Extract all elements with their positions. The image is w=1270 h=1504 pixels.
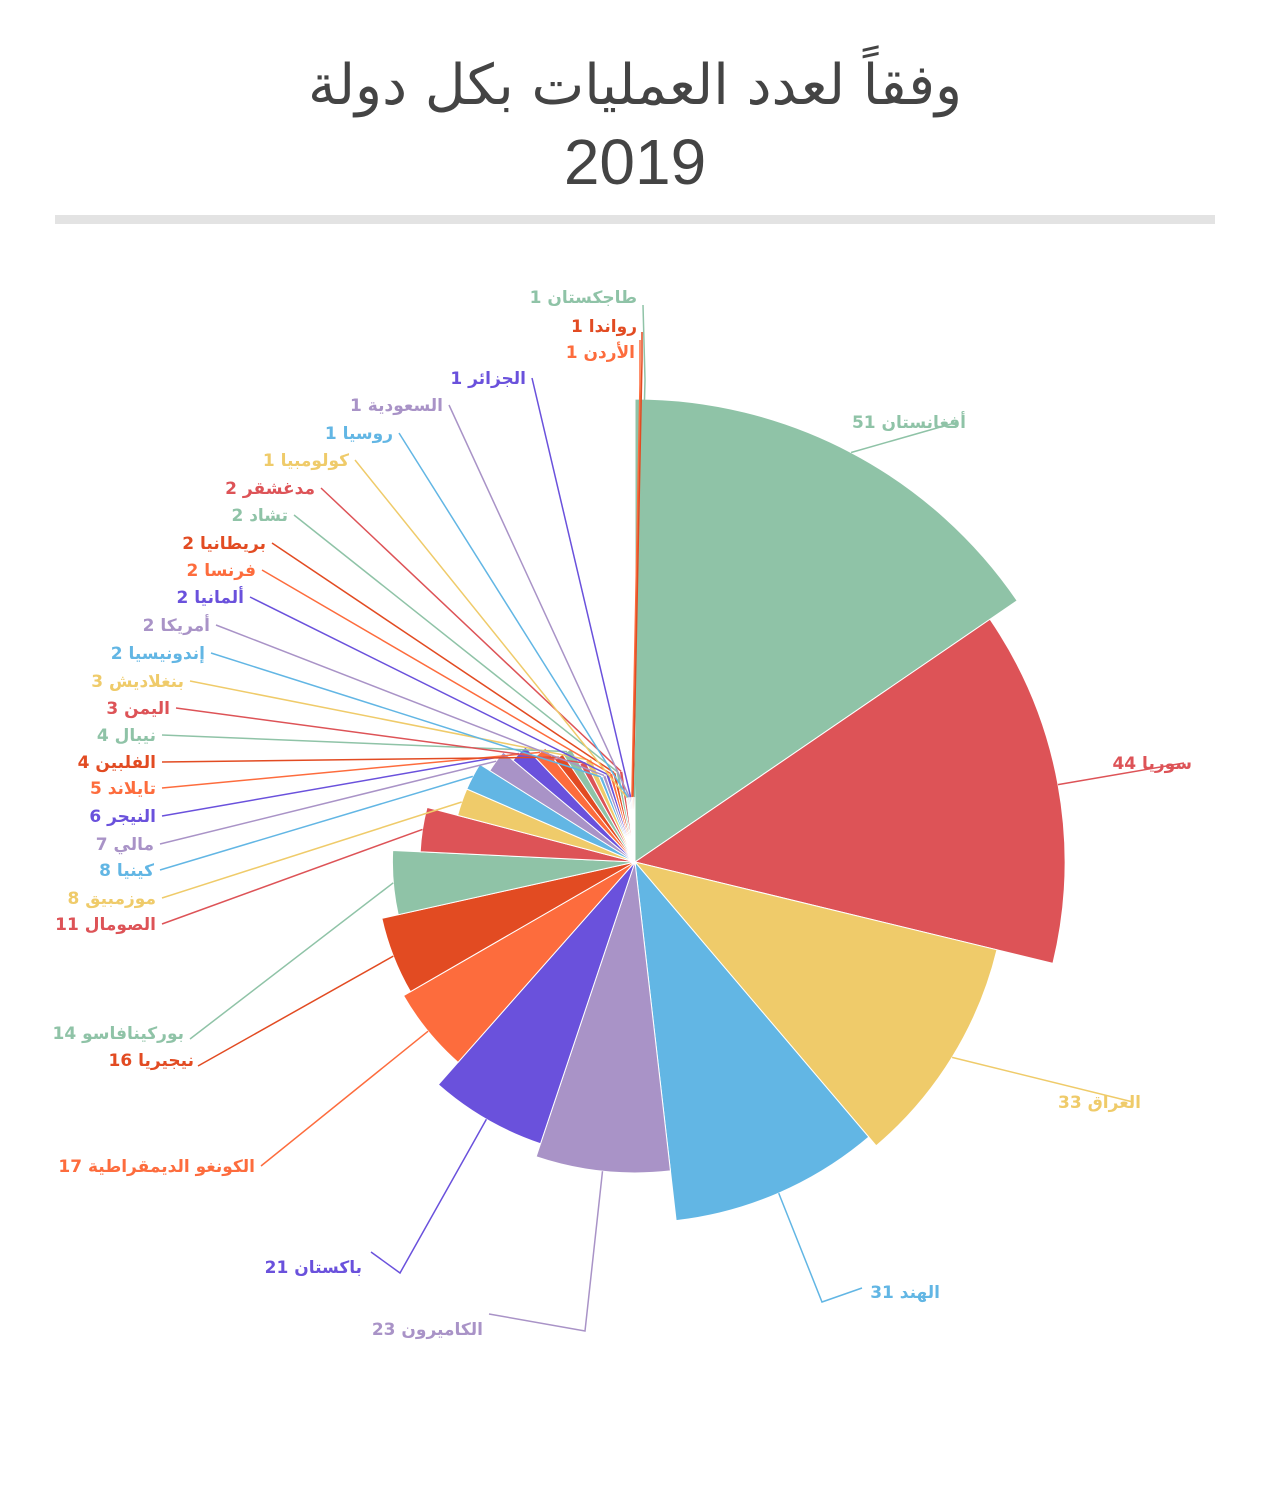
leader-line-somalia — [161, 828, 423, 925]
data-label-syria: سوريا 44 — [1112, 754, 1192, 774]
data-label-madagascar: مدغشقر 2 — [225, 479, 315, 499]
leader-line-russia — [398, 432, 629, 798]
leader-line-congo — [260, 1030, 429, 1167]
data-label-usa: أمريكا 2 — [143, 614, 210, 636]
leader-line-pakistan — [370, 1118, 488, 1275]
data-label-somalia: الصومال 11 — [55, 915, 156, 935]
data-label-france: فرنسا 2 — [186, 561, 256, 581]
data-label-philippines: الفلبين 4 — [78, 753, 156, 773]
slice-burkina-faso — [391, 849, 636, 916]
leader-line-philippines — [161, 756, 559, 763]
data-label-mozambique: موزمبيق 8 — [68, 889, 156, 909]
data-label-thailand: تايلاند 5 — [90, 779, 156, 799]
leader-line-bangladesh — [189, 680, 589, 761]
leader-line-cameroon — [488, 1171, 604, 1332]
leader-line-india — [778, 1192, 863, 1303]
slice-nigeria — [381, 861, 636, 993]
leader-line-tajikistan — [633, 304, 646, 798]
slice-afghanistan — [634, 398, 1018, 863]
leader-line-kenya — [159, 775, 474, 871]
data-label-chad: تشاد 2 — [231, 506, 288, 526]
data-label-congo: الكونغو الديمقراطية 17 — [58, 1157, 255, 1177]
leader-line-nepal — [161, 734, 568, 753]
data-label-algeria: الجزائر 1 — [450, 369, 526, 389]
leader-line-yemen — [175, 707, 583, 764]
data-label-yemen: اليمن 3 — [106, 699, 170, 719]
leader-line-afghanistan — [850, 421, 959, 454]
leader-line-jordan — [631, 340, 641, 798]
slice-syria — [633, 618, 1066, 964]
data-label-india: الهند 31 — [870, 1283, 940, 1303]
leader-line-syria — [1057, 762, 1185, 786]
data-label-germany: ألمانيا 2 — [177, 586, 244, 608]
data-label-cameroon: الكاميرون 23 — [372, 1320, 483, 1340]
leader-line-france — [261, 569, 612, 775]
leader-line-rwanda — [632, 332, 643, 798]
data-label-burkina-faso: بوركينافاسو 14 — [53, 1024, 184, 1044]
leader-line-indonesia — [210, 652, 602, 778]
data-label-jordan: الأردن 1 — [566, 342, 635, 363]
chart-title-line1: وفقاً لعدد العمليات بكل دولة — [307, 53, 963, 118]
data-label-afghanistan: أفغانستان 51 — [852, 411, 966, 433]
data-label-saudi: السعودية 1 — [350, 396, 443, 416]
data-label-nigeria: نيجيريا 16 — [109, 1051, 194, 1071]
data-label-kenya: كينيا 8 — [99, 861, 154, 881]
leader-line-germany — [249, 596, 608, 776]
data-label-britain: بريطانيا 2 — [182, 534, 266, 554]
leader-line-nigeria — [197, 955, 394, 1067]
data-label-mali: مالي 7 — [96, 835, 154, 855]
data-label-tajikistan: طاجكستان 1 — [530, 288, 637, 308]
leader-line-britain — [271, 542, 615, 774]
title-divider — [55, 215, 1215, 224]
slice-iraq — [633, 861, 998, 1147]
leader-line-chad — [293, 514, 619, 773]
slice-kenya — [466, 763, 636, 863]
leader-line-colombia — [354, 459, 628, 799]
leader-line-iraq — [951, 1056, 1134, 1103]
leader-line-niger — [161, 752, 520, 817]
leader-line-usa — [215, 624, 605, 777]
data-label-pakistan: باكستان 21 — [265, 1258, 362, 1278]
data-label-indonesia: إندونيسيا 2 — [111, 644, 205, 664]
leader-line-mozambique — [161, 801, 462, 899]
data-label-nepal: نيبال 4 — [97, 726, 156, 746]
slice-pakistan — [437, 861, 636, 1145]
leader-line-mali — [159, 760, 497, 845]
leader-line-madagascar — [320, 487, 622, 772]
data-label-rwanda: رواندا 1 — [571, 317, 637, 337]
data-label-bangladesh: بنغلاديش 3 — [91, 672, 184, 692]
data-label-colombia: كولومبيا 1 — [263, 451, 349, 471]
leader-line-algeria — [531, 377, 632, 798]
data-label-russia: روسيا 1 — [325, 424, 393, 444]
chart-title: وفقاً لعدد العمليات بكل دولة 2019 — [0, 50, 1270, 202]
chart-title-line2: 2019 — [563, 126, 707, 198]
slice-congo — [402, 861, 636, 1064]
data-label-iraq: العراق 33 — [1058, 1093, 1141, 1113]
leader-line-saudi — [448, 404, 631, 798]
data-label-niger: النيجر 6 — [89, 807, 156, 827]
leader-line-burkina-faso — [189, 882, 394, 1040]
